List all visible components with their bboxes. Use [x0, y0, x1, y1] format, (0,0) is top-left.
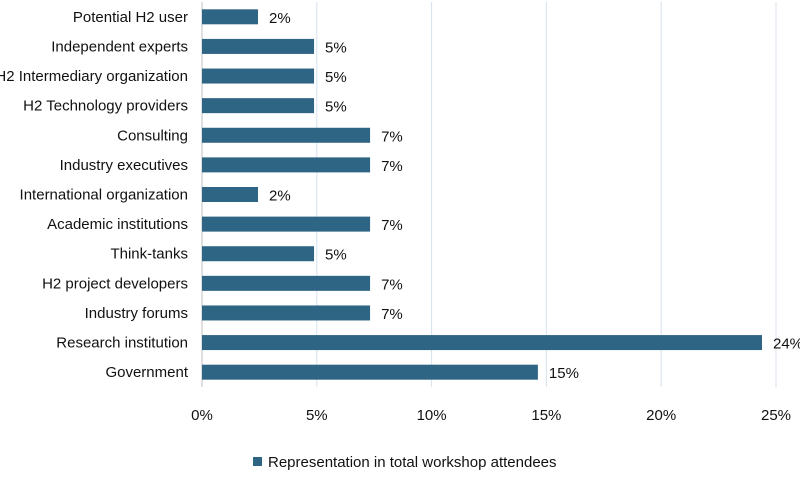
data-label: 7% [381, 217, 403, 234]
bar [202, 38, 315, 54]
data-label: 7% [381, 128, 403, 145]
category-label: H2 Technology providers [23, 98, 188, 115]
bar [202, 246, 315, 262]
data-label: 2% [269, 188, 291, 205]
bar [202, 335, 762, 351]
bar [202, 364, 538, 380]
legend: Representation in total workshop attende… [253, 454, 557, 471]
bar [202, 157, 371, 173]
bar [202, 68, 315, 84]
category-label: H2 project developers [42, 275, 188, 292]
category-label: H2 Intermediary organization [0, 68, 188, 85]
bar [202, 275, 371, 291]
x-tick-label: 15% [531, 407, 561, 424]
bar [202, 305, 371, 321]
bar [202, 216, 371, 232]
x-axis-ticks: 0% 5% 10% 15% 20% 25% [191, 407, 791, 424]
category-label: Think-tanks [110, 246, 188, 263]
bar [202, 127, 371, 143]
category-label: Research institution [56, 335, 188, 352]
data-label: 7% [381, 276, 403, 293]
bars [202, 9, 762, 380]
bar [202, 98, 315, 114]
data-label: 7% [381, 158, 403, 175]
legend-swatch [253, 457, 262, 466]
x-tick-label: 5% [306, 407, 328, 424]
category-label: International organization [20, 187, 188, 204]
bar [202, 187, 259, 202]
data-label: 5% [325, 39, 347, 56]
data-label: 2% [269, 10, 291, 27]
data-label: 24% [773, 336, 800, 353]
x-tick-label: 0% [191, 407, 213, 424]
category-label: Independent experts [51, 38, 188, 55]
data-label: 7% [381, 306, 403, 323]
category-label: Consulting [117, 127, 188, 144]
x-tick-label: 10% [417, 407, 447, 424]
data-label: 5% [325, 99, 347, 116]
data-label: 5% [325, 247, 347, 264]
x-tick-label: 25% [761, 407, 791, 424]
category-labels: Potential H2 user Independent experts H2 I… [0, 9, 189, 381]
category-label: Government [105, 364, 188, 381]
category-label: Industry executives [60, 157, 188, 174]
bar [202, 9, 259, 25]
data-label: 5% [325, 69, 347, 86]
data-label: 15% [549, 365, 579, 382]
category-label: Potential H2 user [73, 9, 188, 26]
category-label: Academic institutions [47, 216, 188, 233]
x-tick-label: 20% [646, 407, 676, 424]
legend-series-name: Representation in total workshop attende… [268, 454, 557, 471]
category-label: Industry forums [85, 305, 188, 322]
data-labels: 2% 5% 5% 5% 7% 7% 2% 7% 5% 7% 7% 24% 15% [269, 10, 800, 382]
